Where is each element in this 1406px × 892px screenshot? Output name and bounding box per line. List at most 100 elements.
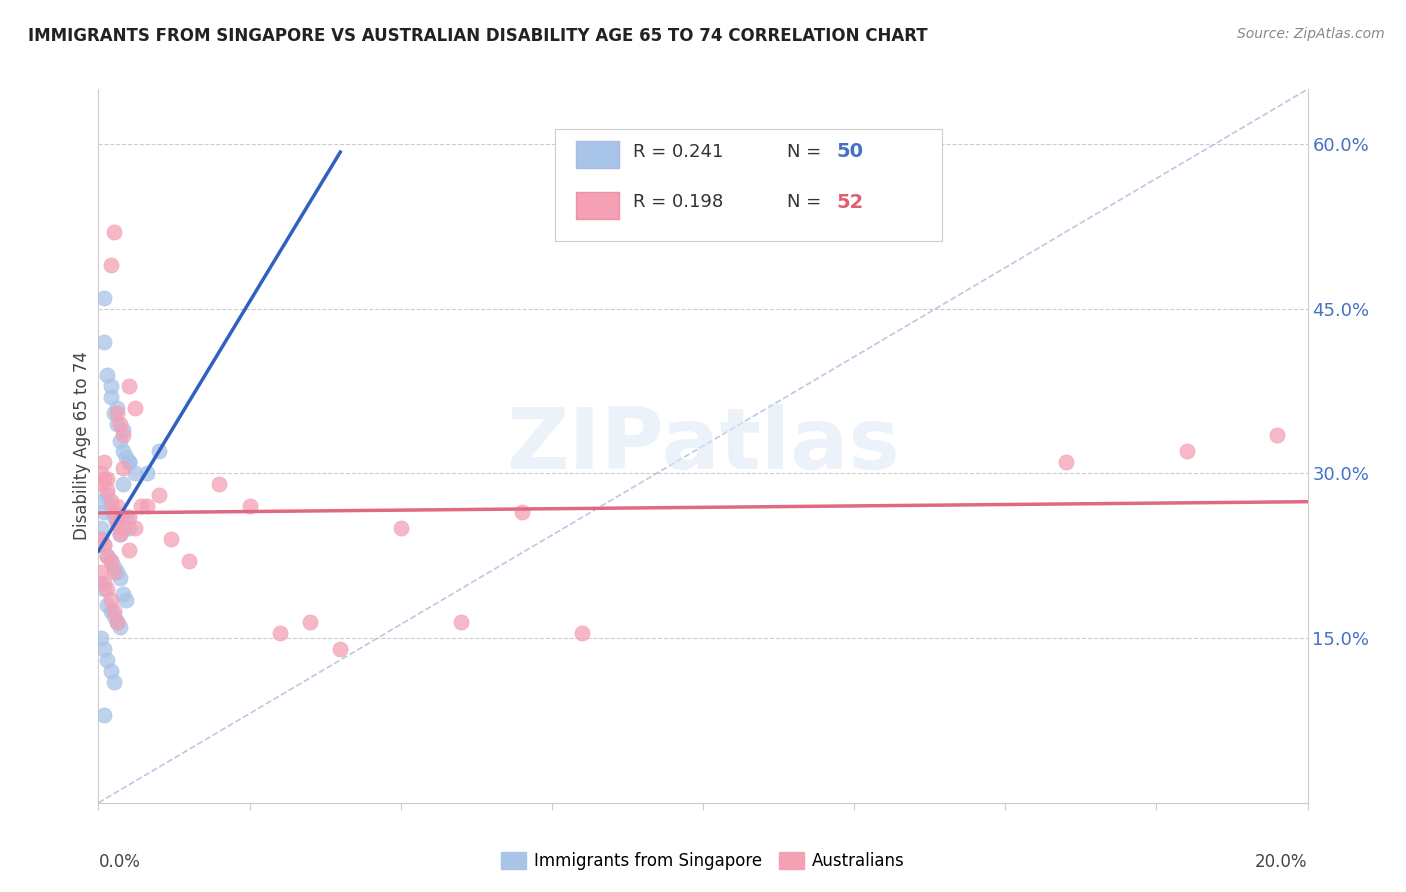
Point (103, 505, 125, 519)
Point (105, 615, 128, 629)
Point (103, 406, 125, 420)
Point (111, 461, 134, 475)
Point (269, 625, 291, 640)
Point (108, 620, 131, 634)
Point (111, 428, 134, 442)
Point (105, 500, 128, 514)
Point (96, 368, 118, 382)
Point (124, 521, 146, 535)
Point (96, 483, 118, 497)
Point (100, 378, 122, 392)
Point (135, 467, 157, 481)
Y-axis label: Disability Age 65 to 74: Disability Age 65 to 74 (73, 351, 91, 541)
Text: 0.0%: 0.0% (98, 853, 141, 871)
Point (111, 444, 134, 458)
Point (100, 390, 122, 404)
Point (148, 488, 170, 502)
Point (105, 401, 128, 415)
Point (1054, 455, 1077, 469)
Point (100, 604, 122, 618)
Point (118, 455, 141, 469)
Point (93, 505, 115, 519)
Point (100, 258, 122, 272)
Point (510, 505, 533, 519)
Text: 52: 52 (837, 193, 863, 212)
Point (90, 521, 112, 535)
Text: R = 0.198: R = 0.198 (633, 194, 723, 211)
Point (96, 472, 118, 486)
Point (118, 455, 141, 469)
Point (105, 516, 128, 530)
Point (111, 587, 134, 601)
Point (1175, 444, 1198, 458)
Point (103, 566, 125, 580)
Point (124, 467, 146, 481)
Point (105, 417, 128, 431)
Point (90, 477, 112, 491)
Point (90, 533, 112, 547)
Point (105, 406, 128, 420)
Text: N =: N = (787, 143, 827, 161)
Point (103, 609, 125, 624)
Point (1267, 428, 1289, 442)
Point (96, 598, 118, 612)
Legend: Immigrants from Singapore, Australians: Immigrants from Singapore, Australians (495, 845, 911, 877)
Point (135, 500, 157, 514)
Point (179, 554, 201, 568)
Point (90, 494, 112, 508)
Point (100, 592, 122, 607)
Text: IMMIGRANTS FROM SINGAPORE VS AUSTRALIAN DISABILITY AGE 65 TO 74 CORRELATION CHAR: IMMIGRANTS FROM SINGAPORE VS AUSTRALIAN … (28, 27, 928, 45)
Point (389, 521, 412, 535)
Point (118, 543, 141, 558)
Text: 20.0%: 20.0% (1256, 853, 1308, 871)
Point (111, 477, 134, 491)
Point (239, 500, 262, 514)
Point (118, 510, 141, 524)
Point (100, 494, 122, 508)
Point (160, 533, 183, 547)
Text: N =: N = (787, 194, 827, 211)
Point (96, 549, 118, 563)
Point (93, 472, 115, 486)
Point (93, 582, 115, 596)
Point (108, 571, 131, 585)
Point (93, 538, 115, 552)
Point (108, 526, 131, 541)
Point (100, 554, 122, 568)
Text: 50: 50 (837, 142, 863, 161)
Point (93, 642, 115, 657)
Point (108, 510, 131, 524)
Point (108, 526, 131, 541)
Point (105, 516, 128, 530)
Point (93, 455, 115, 469)
Text: ZIPatlas: ZIPatlas (506, 404, 900, 488)
Point (114, 510, 136, 524)
Point (118, 521, 141, 535)
Point (208, 477, 231, 491)
Point (105, 615, 128, 629)
Point (90, 467, 112, 481)
Point (105, 566, 128, 580)
Point (114, 592, 136, 607)
Point (96, 549, 118, 563)
Point (93, 576, 115, 591)
Point (96, 582, 118, 596)
Point (329, 642, 352, 657)
Point (108, 434, 131, 448)
Point (90, 576, 112, 591)
Point (118, 378, 141, 392)
Point (90, 533, 112, 547)
Point (96, 653, 118, 667)
Point (93, 334, 115, 349)
Point (103, 225, 125, 239)
Point (450, 615, 472, 629)
Point (129, 500, 152, 514)
Point (103, 604, 125, 618)
Point (108, 417, 131, 431)
Text: Source: ZipAtlas.com: Source: ZipAtlas.com (1237, 27, 1385, 41)
Point (90, 566, 112, 580)
Point (96, 488, 118, 502)
Point (103, 559, 125, 574)
Point (103, 675, 125, 690)
Point (100, 554, 122, 568)
